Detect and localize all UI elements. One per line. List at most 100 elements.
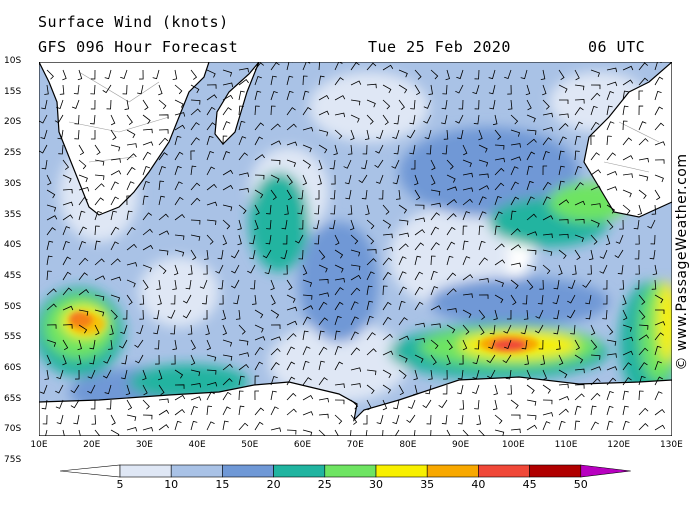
wind-barb <box>446 272 457 281</box>
wind-barb <box>314 189 320 200</box>
wind-barb <box>54 114 64 124</box>
wind-barb <box>362 414 368 425</box>
wind-barb <box>654 360 662 371</box>
wind-barb <box>39 114 48 124</box>
wind-barb <box>142 384 148 396</box>
wind-barb <box>622 137 633 146</box>
wind-barb <box>430 174 436 186</box>
wind-barb <box>478 324 485 336</box>
wind-barb <box>590 405 597 416</box>
wind-barb <box>558 395 570 401</box>
wind-barb <box>542 421 551 431</box>
wind-barb <box>270 375 278 386</box>
wind-barb <box>334 234 340 246</box>
wind-barb <box>318 377 328 386</box>
wind-barb <box>158 384 165 396</box>
wind-barb <box>510 114 519 125</box>
wind-barb <box>398 335 410 341</box>
wind-barb <box>590 185 602 191</box>
wind-barb <box>334 129 343 140</box>
wind-barb <box>430 202 442 208</box>
wind-barb <box>638 375 646 386</box>
wind-barb <box>638 174 649 182</box>
wind-barb <box>314 204 320 215</box>
wind-barb <box>638 189 647 199</box>
wind-barb <box>318 413 329 419</box>
wind-barb <box>438 399 448 409</box>
wind-barb <box>553 324 560 335</box>
wind-barb <box>574 249 581 261</box>
wind-barb <box>90 114 96 125</box>
wind-barb <box>365 204 370 216</box>
wind-barb <box>142 279 149 291</box>
wind-barb <box>77 339 82 351</box>
wind-barb <box>90 84 96 95</box>
wind-barb <box>622 90 629 101</box>
wind-barb <box>478 225 484 236</box>
legend-min-arrow <box>60 464 121 478</box>
wind-barb <box>206 106 216 116</box>
wind-barb <box>567 294 576 304</box>
wind-barb <box>606 91 615 101</box>
wind-barb <box>590 92 601 101</box>
wind-barb <box>507 99 513 110</box>
wind-barb <box>120 369 128 380</box>
wind-barb <box>398 384 405 396</box>
wind-barb <box>190 339 196 351</box>
wind-barb <box>174 135 182 146</box>
wind-barb <box>634 249 640 260</box>
wind-barb <box>398 84 408 94</box>
wind-barb <box>526 99 532 111</box>
legend-swatch <box>529 464 582 478</box>
wind-barb <box>158 152 168 161</box>
wind-barb <box>574 99 585 104</box>
latitude-label: 60S <box>4 363 22 373</box>
wind-barb <box>503 324 512 334</box>
wind-barb <box>459 399 465 410</box>
wind-barb <box>142 195 149 206</box>
wind-barb <box>366 384 375 395</box>
wind-barb <box>524 354 529 365</box>
wind-barb <box>366 348 377 356</box>
wind-barb <box>542 150 550 161</box>
wind-barb <box>238 375 245 386</box>
wind-barb <box>174 196 184 206</box>
wind-barb <box>510 196 520 206</box>
wind-barb <box>190 84 200 94</box>
latitude-label: 25S <box>4 148 22 159</box>
wind-barb <box>157 369 163 381</box>
wind-barb <box>120 69 128 80</box>
wind-barb <box>430 242 440 251</box>
wind-barb <box>446 354 451 366</box>
wind-barb <box>374 159 384 169</box>
wind-barb <box>158 137 169 146</box>
wind-barb <box>318 301 328 311</box>
wind-barb <box>270 406 279 416</box>
wind-barb <box>110 241 119 251</box>
wind-barb <box>199 279 208 289</box>
wind-barb <box>174 420 182 431</box>
wind-barb <box>574 368 585 374</box>
wind-barb <box>286 408 297 416</box>
wind-barb <box>588 249 594 261</box>
longitude-label: 90E <box>452 440 470 450</box>
wind-barb <box>254 122 265 131</box>
wind-barb <box>638 90 644 101</box>
wind-barb <box>158 195 165 206</box>
wind-barb <box>55 384 64 394</box>
wind-barb <box>366 258 377 266</box>
wind-barb <box>522 294 528 305</box>
wind-barb <box>558 180 565 191</box>
wind-barb <box>590 378 601 386</box>
wind-barb <box>110 414 116 426</box>
wind-barb <box>507 84 512 95</box>
wind-barb <box>567 279 576 289</box>
wind-barb <box>478 129 483 141</box>
wind-barb <box>494 129 502 140</box>
land-masses <box>39 62 672 436</box>
wind-barb <box>110 309 118 320</box>
land-relief <box>68 71 660 173</box>
wind-barb <box>414 338 425 343</box>
wind-barb <box>174 408 185 416</box>
latitude-label: 40S <box>4 240 22 251</box>
